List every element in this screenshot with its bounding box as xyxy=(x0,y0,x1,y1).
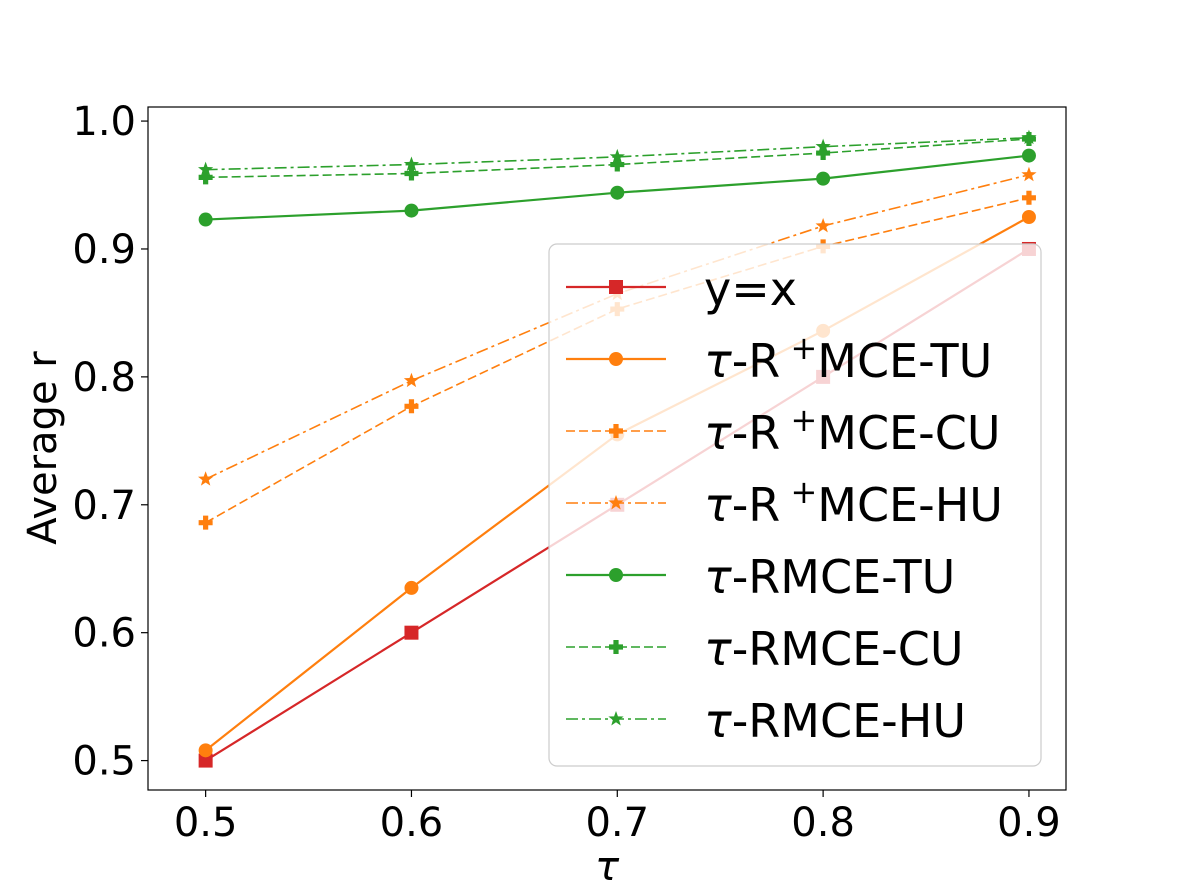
data-point xyxy=(816,171,831,186)
data-point xyxy=(1021,129,1037,145)
data-point xyxy=(1021,209,1036,224)
data-point xyxy=(198,212,213,227)
series-line xyxy=(205,174,1030,480)
y-tick-label: 0.5 xyxy=(72,739,136,785)
legend-marker xyxy=(609,280,623,294)
data-point xyxy=(404,203,419,218)
y-axis: 0.5 0.6 0.7 0.8 0.9 1.0 xyxy=(72,99,148,785)
series-6 xyxy=(198,129,1037,177)
data-point xyxy=(404,625,419,640)
legend-item: τ-R +MCE-CU xyxy=(566,401,1001,460)
series-4 xyxy=(198,148,1036,227)
legend-item: τ-RMCE-TU xyxy=(566,550,955,604)
legend-marker xyxy=(609,424,623,438)
y-axis-label: Average r xyxy=(20,351,66,545)
legend-marker xyxy=(608,711,624,726)
x-tick-label: 0.5 xyxy=(174,800,238,846)
plot-frame xyxy=(147,106,1067,791)
x-tick-label: 0.8 xyxy=(791,800,855,846)
data-point xyxy=(198,753,213,768)
legend: y=x τ-R +MCE-TU τ-R +MCE-CU τ-R +MCE-HU τ-RM… xyxy=(548,243,1042,767)
data-point xyxy=(610,185,625,200)
series-line xyxy=(205,197,1030,524)
data-point xyxy=(610,157,625,172)
data-point xyxy=(403,372,420,388)
data-point xyxy=(404,580,419,595)
data-point xyxy=(404,166,419,181)
data-point xyxy=(198,515,213,530)
legend-label: τ-R +MCE-CU xyxy=(704,401,1001,460)
data-point xyxy=(404,399,419,414)
legend-marker xyxy=(609,352,623,366)
data-point xyxy=(198,471,214,486)
legend-marker xyxy=(609,640,623,654)
data-point xyxy=(1021,190,1036,205)
data-point xyxy=(815,217,831,233)
y-tick-label: 0.7 xyxy=(72,483,136,529)
x-tick-label: 0.9 xyxy=(997,800,1061,846)
legend-label: τ-RMCE-CU xyxy=(704,622,964,676)
legend-item: τ-R +MCE-TU xyxy=(566,329,992,388)
legend-item: τ-R +MCE-HU xyxy=(566,473,1003,532)
legend-label: τ-R +MCE-HU xyxy=(704,473,1003,532)
y-tick-label: 0.9 xyxy=(72,227,136,273)
x-axis: 0.5 0.6 0.7 0.8 0.9 xyxy=(174,790,1061,846)
legend-label: τ-R +MCE-TU xyxy=(704,329,992,388)
y-tick-label: 0.8 xyxy=(72,355,136,401)
legend-label: τ-RMCE-HU xyxy=(704,694,966,748)
data-point xyxy=(816,146,831,161)
data-point xyxy=(1021,148,1036,163)
data-point xyxy=(403,156,420,172)
x-tick-label: 0.6 xyxy=(380,800,444,846)
legend-label: τ-RMCE-TU xyxy=(704,550,955,604)
legend-marker xyxy=(608,495,624,510)
y-tick-label: 0.6 xyxy=(72,611,136,657)
data-point xyxy=(609,148,625,164)
legend-item: τ-RMCE-HU xyxy=(566,694,966,748)
y-tick-label: 1.0 xyxy=(72,99,136,145)
data-point xyxy=(1021,166,1037,182)
legend-box xyxy=(548,243,1042,767)
legend-item: τ-RMCE-CU xyxy=(566,622,964,676)
legend-label: y=x xyxy=(704,262,797,316)
data-point xyxy=(198,170,213,185)
legend-marker xyxy=(609,568,623,582)
x-axis-label: τ xyxy=(595,844,620,888)
data-point xyxy=(815,138,831,154)
legend-item: y=x xyxy=(566,262,797,316)
x-tick-label: 0.7 xyxy=(585,800,649,846)
data-point xyxy=(198,743,213,758)
data-point xyxy=(198,161,214,177)
